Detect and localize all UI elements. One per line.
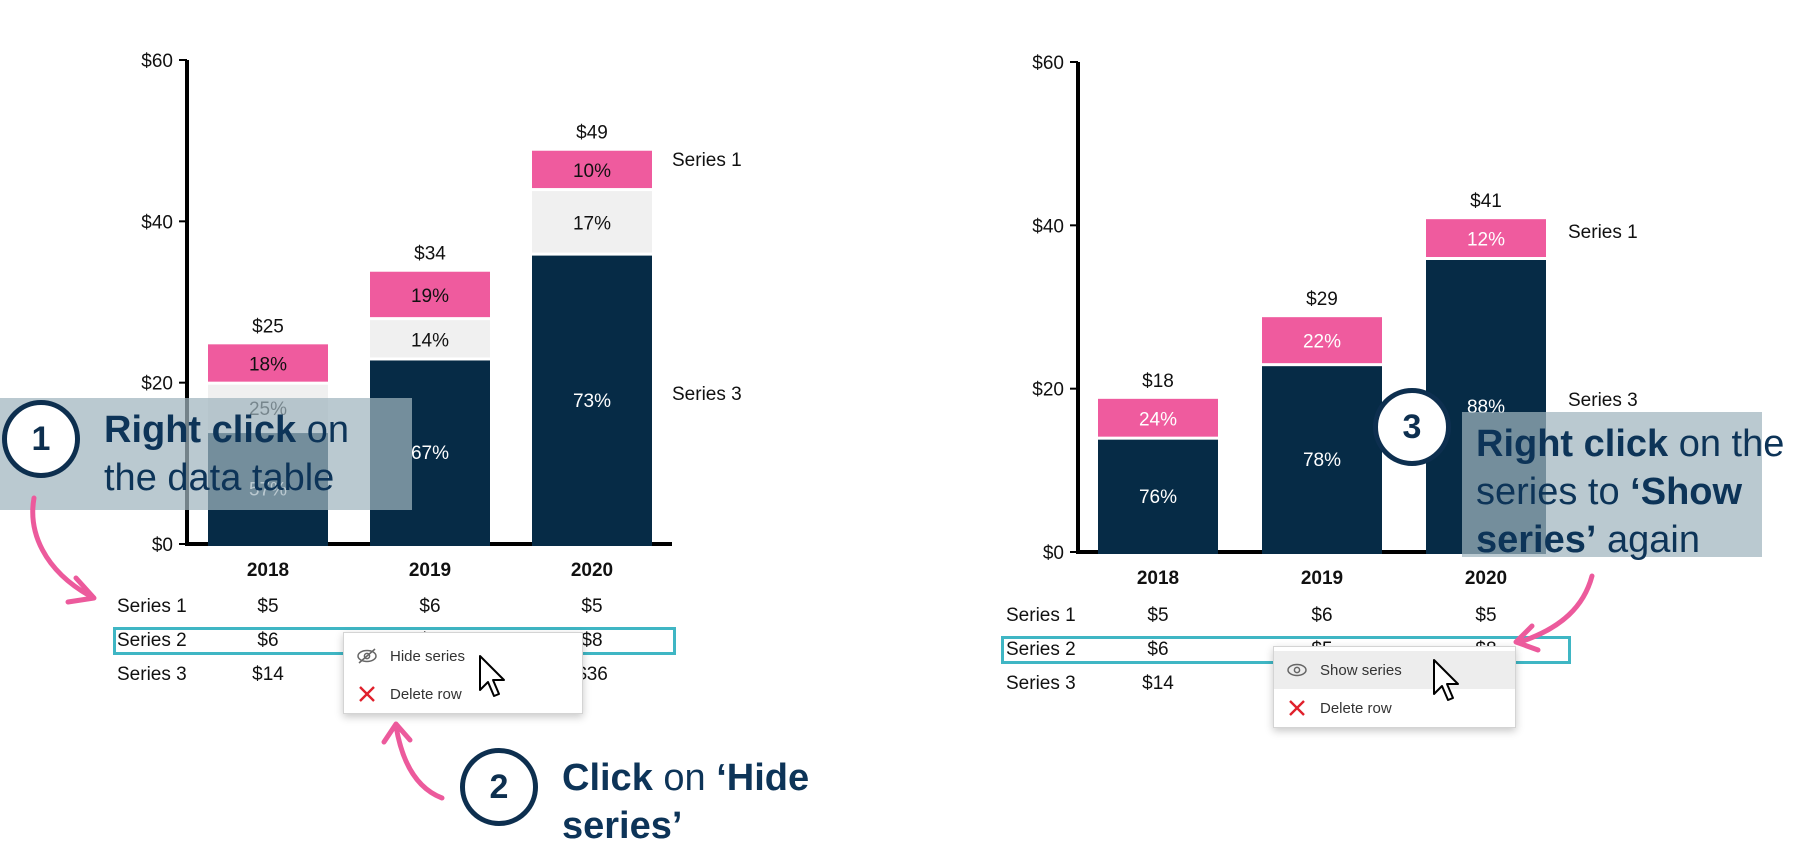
series-name-label: Series 3 — [1568, 390, 1638, 411]
bar-segment[interactable] — [532, 150, 652, 189]
menu-item-show-series[interactable]: Show series — [1274, 651, 1515, 689]
table-row-label[interactable]: Series 2 — [117, 630, 187, 651]
step-1-instruction: Right click on the data table — [104, 409, 349, 499]
table-cell[interactable]: $8 — [581, 630, 603, 651]
table-cell[interactable]: $6 — [1311, 605, 1333, 626]
step-1-badge: 1 — [2, 400, 80, 478]
x-category-label: 2018 — [247, 560, 289, 581]
y-tick-label: $40 — [141, 212, 173, 233]
y-tick-label: $40 — [1032, 216, 1064, 237]
table-cell[interactable]: $6 — [419, 596, 441, 617]
highlight-overlay — [1462, 412, 1762, 557]
bar-segment[interactable] — [370, 271, 490, 318]
table-cell[interactable]: $5 — [257, 596, 279, 617]
eye-slash-icon — [350, 648, 384, 664]
bar-segment[interactable] — [208, 344, 328, 382]
table-row-label[interactable]: Series 3 — [117, 664, 187, 685]
table-row-label[interactable]: Series 1 — [117, 596, 187, 617]
mouse-cursor-icon — [479, 655, 505, 697]
step-2-instruction: Click on ‘Hide series’ — [562, 757, 810, 847]
y-tick-label: $0 — [1043, 543, 1064, 564]
table-row-label[interactable]: Series 2 — [1006, 639, 1076, 660]
mouse-cursor-icon — [1433, 659, 1459, 701]
menu-item-label: Show series — [1320, 661, 1402, 679]
step-1-arrow — [30, 495, 97, 605]
segment-percent-label: 14% — [411, 330, 449, 351]
step-3-instruction: Right click on the series to ‘Show serie… — [1476, 423, 1785, 561]
segment-percent-label: 76% — [1139, 487, 1177, 508]
right-context-menu: Show series Delete row — [1273, 646, 1516, 728]
bar-segment[interactable] — [1262, 366, 1382, 554]
bar-segment[interactable] — [1098, 439, 1218, 554]
table-cell[interactable]: $14 — [252, 664, 284, 685]
close-icon — [1280, 699, 1314, 717]
table-cell[interactable]: $5 — [1147, 605, 1169, 626]
bar-total-label: $49 — [576, 123, 608, 144]
x-category-label: 2020 — [1465, 568, 1507, 589]
table-cell[interactable]: $36 — [576, 664, 608, 685]
right-example-panel: $0 $20 $40 $60 76% 24% $18 2018 78% 22% $29 2019 88%… — [900, 0, 1806, 847]
y-tick-label: $60 — [1032, 53, 1064, 74]
segment-percent-label: 78% — [1303, 450, 1341, 471]
segment-percent-label: 12% — [1467, 230, 1505, 251]
table-cell[interactable]: $6 — [257, 630, 279, 651]
segment-percent-label: 18% — [249, 355, 287, 376]
menu-item-label: Delete row — [390, 685, 462, 703]
segment-percent-label: 19% — [411, 286, 449, 307]
table-cell[interactable]: $6 — [1147, 639, 1169, 660]
bar-total-label: $25 — [252, 316, 284, 337]
step-2-arrow — [381, 721, 445, 801]
table-row-label[interactable]: Series 1 — [1006, 605, 1076, 626]
menu-item-delete-row[interactable]: Delete row — [1274, 689, 1515, 727]
segment-percent-label: 22% — [1303, 332, 1341, 353]
bar-total-label: $34 — [414, 244, 446, 265]
x-category-label: 2019 — [1301, 568, 1343, 589]
x-category-label: 2020 — [571, 560, 613, 581]
close-icon — [350, 685, 384, 703]
series-name-label: Series 3 — [672, 384, 742, 405]
y-tick-label: $20 — [141, 374, 173, 395]
x-category-label: 2019 — [409, 560, 451, 581]
eye-icon — [1280, 662, 1314, 678]
bar-segment[interactable] — [1426, 219, 1546, 257]
series-name-label: Series 1 — [672, 150, 742, 171]
bar-total-label: $18 — [1142, 371, 1174, 392]
table-cell[interactable]: $14 — [1142, 673, 1174, 694]
step-3-badge: 3 — [1373, 388, 1451, 466]
bar-segment[interactable] — [532, 255, 652, 546]
bar-total-label: $29 — [1306, 289, 1338, 310]
left-example-panel: $0$20$40$6057%25%18%$25201867%14%19%$342… — [0, 0, 900, 847]
menu-item-hide-series[interactable]: Hide series — [344, 637, 582, 675]
series-name-label: Series 1 — [1568, 222, 1638, 243]
table-cell[interactable]: $5 — [581, 596, 603, 617]
menu-item-label: Hide series — [390, 647, 466, 665]
segment-percent-label: 24% — [1139, 409, 1177, 430]
bar-total-label: $41 — [1470, 191, 1502, 212]
segment-percent-label: 67% — [411, 443, 449, 464]
menu-item-label: Delete row — [1320, 699, 1392, 717]
table-cell[interactable]: $5 — [1475, 605, 1497, 626]
menu-item-delete-row[interactable]: Delete row — [344, 675, 582, 713]
x-category-label: 2018 — [1137, 568, 1179, 589]
left-context-menu: Hide series Delete row — [343, 632, 583, 714]
segment-percent-label: 73% — [573, 391, 611, 412]
bar-segment[interactable] — [1262, 317, 1382, 364]
bar-segment[interactable] — [532, 191, 652, 253]
segment-percent-label: 10% — [573, 161, 611, 182]
y-tick-label: $0 — [152, 535, 173, 556]
bar-segment[interactable] — [370, 320, 490, 358]
table-row-label[interactable]: Series 3 — [1006, 673, 1076, 694]
segment-percent-label: 17% — [573, 213, 611, 234]
y-tick-label: $20 — [1032, 380, 1064, 401]
y-tick-label: $60 — [141, 51, 173, 72]
step-2-badge: 2 — [460, 748, 538, 826]
bar-segment[interactable] — [1098, 398, 1218, 437]
step-3-arrow — [1513, 573, 1595, 653]
